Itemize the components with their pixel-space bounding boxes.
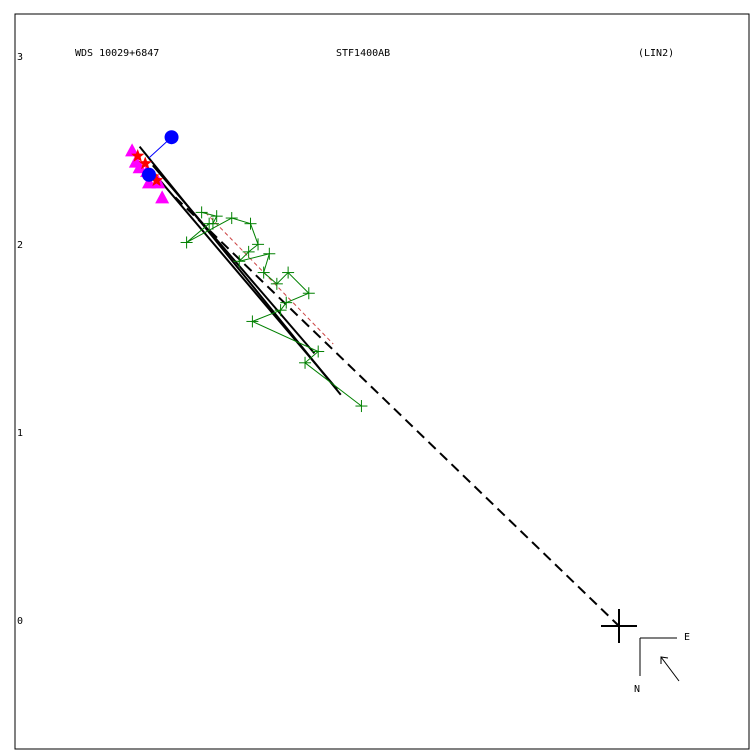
circle-point <box>142 167 156 182</box>
plus-point <box>203 217 216 230</box>
plus-point <box>252 238 265 251</box>
plus-point <box>299 356 312 369</box>
triangle-point <box>132 160 147 174</box>
circle-point <box>164 130 179 145</box>
plus-point <box>195 206 208 219</box>
fit-lines <box>138 136 620 627</box>
plot-frame <box>14 13 750 750</box>
primary-star-marker <box>601 609 637 643</box>
plus-point <box>312 345 325 358</box>
plus-point <box>233 255 246 268</box>
plus-point <box>270 277 283 290</box>
plus-point <box>225 212 238 225</box>
star-point <box>138 156 152 170</box>
fit-line <box>152 164 316 355</box>
star-point <box>131 149 145 162</box>
plus-point <box>242 245 255 258</box>
y-tick-label: 2 <box>17 240 23 251</box>
y-tick-labels: 0 1 2 3 <box>17 52 23 627</box>
header-center-label: STF1400AB <box>336 48 391 59</box>
plus-point <box>302 287 315 300</box>
compass-north-label: N <box>634 684 641 695</box>
triangle-point <box>125 143 140 157</box>
compass-icon <box>639 637 680 682</box>
y-tick-label: 0 <box>17 616 23 627</box>
data-marks <box>125 130 368 413</box>
plus-point <box>257 266 270 279</box>
plus-point <box>355 400 368 413</box>
y-tick-label: 3 <box>17 52 23 63</box>
fit-line <box>157 177 338 390</box>
plus-point <box>274 304 287 317</box>
compass-east-label: E <box>684 632 691 643</box>
plus-point <box>282 266 295 279</box>
header-right-label: (LIN2) <box>638 48 675 59</box>
header-left-label: WDS 10029+6847 <box>75 48 160 59</box>
star-point <box>149 173 164 187</box>
triangle-point <box>155 190 170 204</box>
dashed-line <box>205 212 334 345</box>
plus-point <box>263 247 276 260</box>
dashed-line <box>174 196 620 627</box>
plus-point <box>210 210 223 223</box>
plus-point <box>180 236 193 249</box>
plus-point <box>280 296 293 309</box>
plus-point <box>246 315 259 328</box>
plus-point <box>244 217 257 230</box>
y-tick-label: 1 <box>17 428 23 439</box>
